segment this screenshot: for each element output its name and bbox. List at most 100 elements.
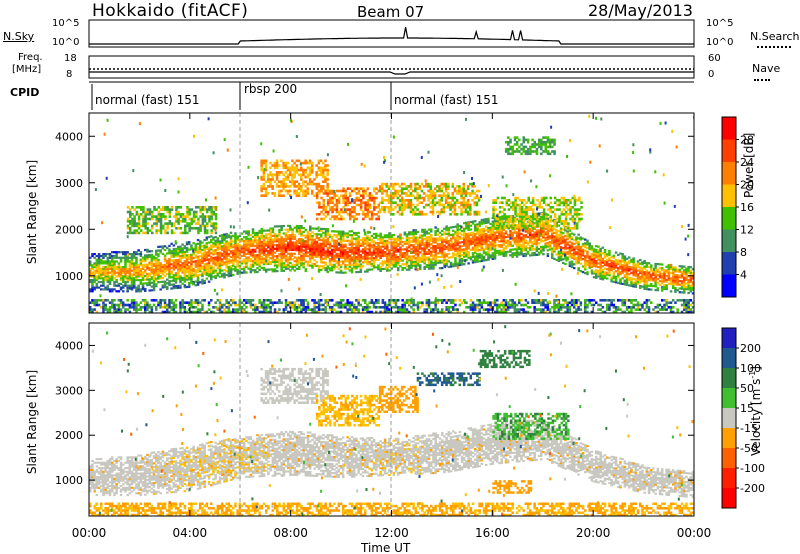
range-gate-cell — [535, 214, 539, 217]
range-gate-cell — [133, 284, 136, 287]
patch-cell — [302, 168, 305, 172]
range-gate-cell — [507, 235, 510, 238]
range-gate-cell — [201, 275, 204, 278]
range-gate-cell — [258, 261, 261, 264]
range-gate-cell — [553, 239, 556, 242]
range-gate-cell — [249, 254, 253, 257]
range-gate-cell — [399, 246, 402, 249]
patch-cell — [295, 166, 299, 170]
range-gate-cell — [397, 261, 400, 264]
range-gate-cell — [124, 251, 127, 254]
range-gate-cell — [243, 241, 246, 244]
patch-cell — [262, 173, 266, 177]
range-gate-cell — [229, 250, 233, 253]
range-gate-cell — [540, 229, 543, 232]
range-gate-cell — [199, 245, 202, 248]
range-gate-cell — [280, 247, 283, 250]
range-gate-cell — [368, 253, 371, 256]
range-gate-cell — [496, 238, 499, 241]
patch-cell — [370, 213, 374, 216]
range-gate-cell — [621, 256, 624, 259]
range-gate-cell — [467, 243, 470, 246]
range-gate-cell — [386, 258, 389, 261]
range-gate-cell — [361, 261, 365, 264]
range-gate-cell — [348, 239, 352, 242]
range-gate-cell — [130, 256, 134, 259]
range-gate-cell — [628, 260, 631, 263]
range-gate-cell — [586, 254, 589, 257]
range-gate-cell — [320, 235, 323, 238]
range-gate-cell — [326, 256, 330, 259]
range-gate-cell — [128, 256, 132, 259]
range-gate-cell — [251, 252, 255, 255]
range-gate-cell — [667, 282, 671, 285]
range-gate-cell — [188, 278, 191, 281]
range-gate-cell — [515, 253, 519, 256]
range-gate-cell — [372, 260, 376, 263]
range-gate-cell — [260, 242, 264, 245]
patch-cell — [297, 185, 301, 188]
range-gate-cell — [89, 280, 92, 284]
range-gate-cell — [487, 228, 490, 231]
range-gate-cell — [482, 240, 486, 243]
range-gate-cell — [667, 265, 671, 269]
range-gate-cell — [478, 260, 481, 263]
range-gate-cell — [102, 253, 105, 256]
range-gate-cell — [313, 227, 316, 230]
range-gate-cell — [630, 268, 633, 271]
range-gate-cell — [359, 268, 363, 272]
range-gate-cell — [372, 262, 376, 265]
range-gate-cell — [458, 232, 462, 235]
patch-cell — [201, 215, 205, 218]
patch-cell — [286, 185, 290, 188]
range-gate-cell — [271, 242, 275, 245]
range-gate-cell — [456, 255, 459, 258]
range-gate-cell — [491, 229, 495, 233]
range-gate-cell — [601, 257, 605, 260]
range-gate-cell — [146, 254, 149, 257]
range-gate-cell — [205, 236, 209, 239]
range-gate-cell — [311, 257, 314, 260]
range-gate-cell — [243, 239, 246, 242]
range-gate-cell — [311, 238, 314, 241]
range-gate-cell — [577, 252, 580, 255]
range-gate-cell — [249, 237, 253, 240]
range-gate-cell — [304, 253, 308, 256]
range-gate-cell — [537, 242, 541, 245]
range-gate-cell — [392, 265, 396, 268]
range-gate-cell — [225, 257, 228, 260]
range-gate-cell — [269, 233, 272, 236]
range-gate-cell — [249, 260, 253, 263]
range-gate-cell — [566, 250, 569, 254]
range-gate-cell — [661, 269, 664, 272]
range-gate-cell — [672, 275, 675, 278]
patch-cell — [184, 215, 187, 218]
range-gate-cell — [342, 247, 345, 250]
range-gate-cell — [496, 236, 499, 239]
range-gate-cell — [485, 225, 488, 228]
patch-cell — [335, 189, 339, 193]
range-gate-cell — [377, 253, 380, 256]
range-gate-cell — [509, 244, 512, 248]
range-gate-cell — [425, 247, 429, 250]
range-gate-cell — [507, 234, 510, 237]
range-gate-cell — [584, 242, 587, 245]
range-gate-cell — [491, 241, 495, 244]
range-gate-cell — [201, 254, 204, 257]
patch-cell — [348, 194, 352, 197]
range-gate-cell — [485, 253, 488, 256]
range-gate-cell — [287, 247, 290, 250]
range-gate-cell — [205, 270, 209, 273]
range-gate-cell — [359, 250, 363, 253]
patch-cell — [337, 201, 341, 204]
range-gate-cell — [309, 229, 312, 232]
range-gate-cell — [603, 276, 607, 279]
range-gate-cell — [432, 237, 435, 240]
range-gate-cell — [212, 268, 215, 271]
range-gate-cell — [161, 273, 165, 276]
range-gate-cell — [324, 254, 327, 257]
range-gate-cell — [273, 236, 277, 239]
range-gate-cell — [199, 258, 202, 261]
range-gate-cell — [245, 249, 248, 252]
range-gate-cell — [419, 268, 422, 271]
